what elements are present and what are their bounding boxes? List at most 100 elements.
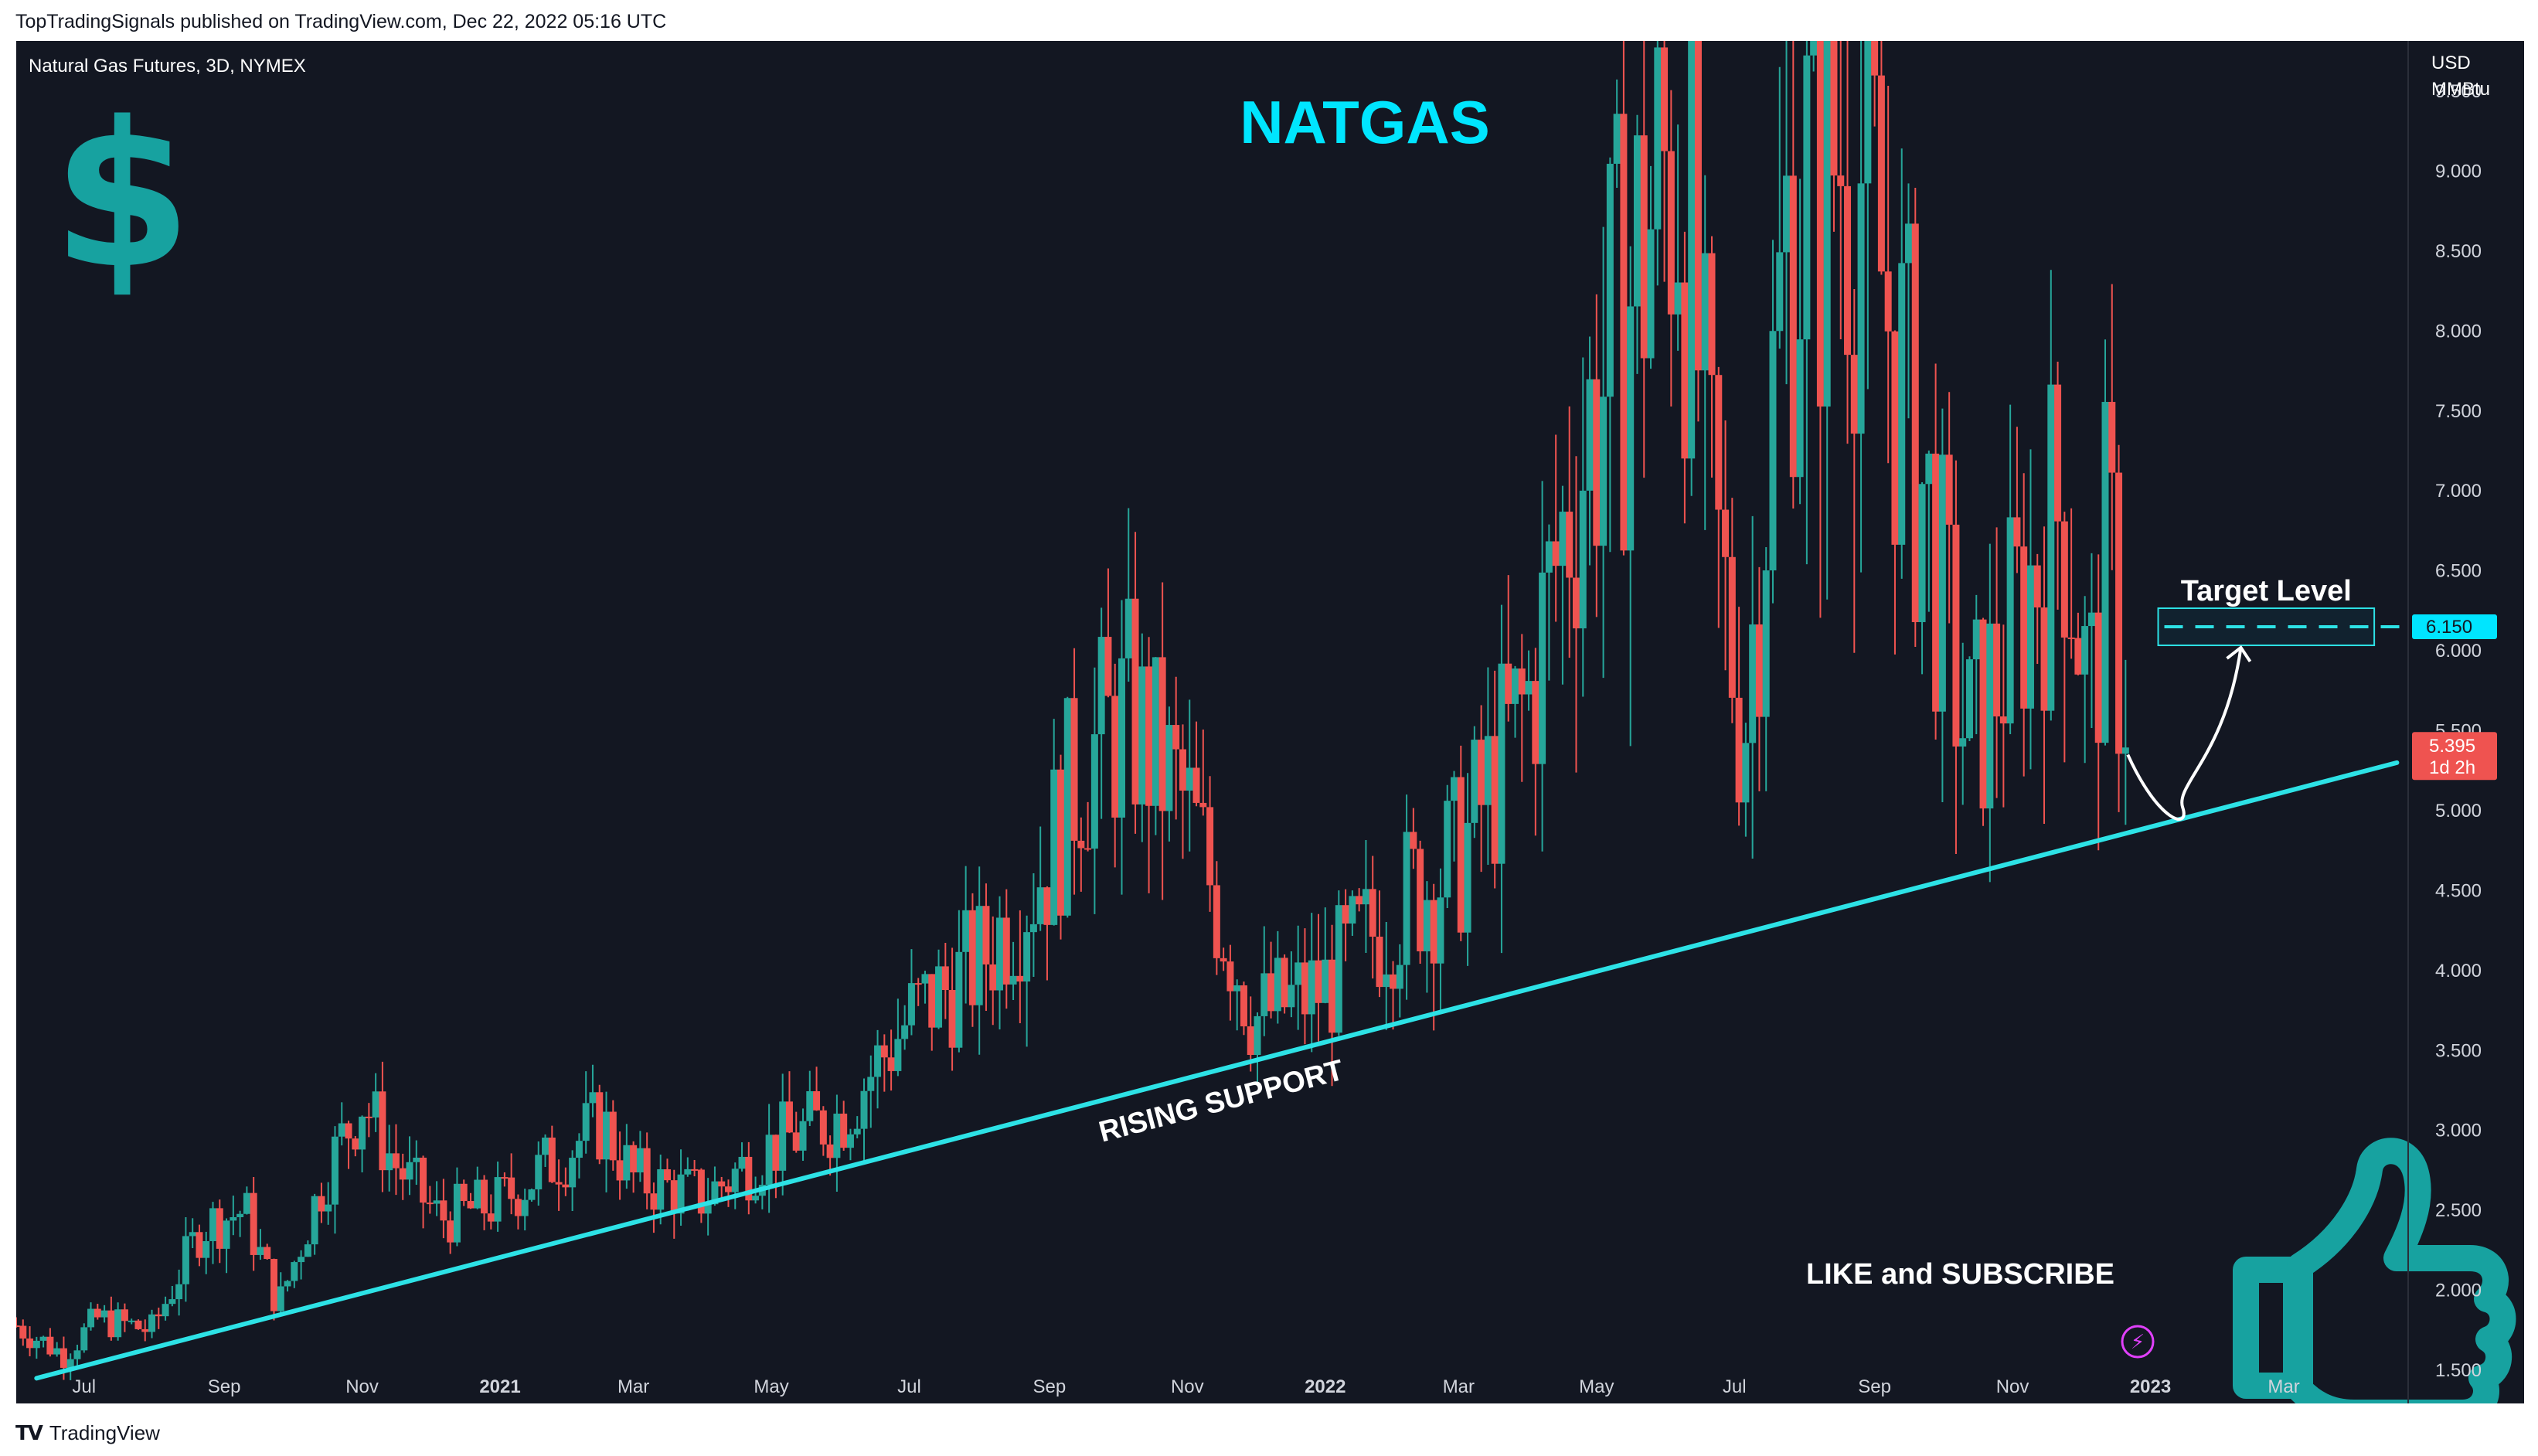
svg-text:$: $ — [53, 80, 192, 313]
candle-body — [440, 1200, 447, 1221]
target-price-value: 6.150 — [2426, 617, 2472, 638]
candle-body — [1979, 619, 1987, 809]
candle-body — [657, 1169, 665, 1210]
candle-body — [1986, 623, 1994, 809]
footer[interactable]: 𝗧𝗩 TradingView — [15, 1419, 160, 1447]
price-axis: 1.500 2.000 2.500 3.000 3.500 4.000 4.500 5.000… — [2435, 81, 2482, 1381]
candle-body — [304, 1244, 311, 1257]
candle-body — [1016, 975, 1024, 982]
candle-body — [1423, 900, 1431, 951]
candle-body — [1864, 41, 1872, 184]
candle-body — [1816, 41, 1824, 407]
candle-body — [1606, 163, 1614, 397]
candle-body — [453, 1183, 461, 1243]
thumbs-up-icon[interactable] — [2209, 1138, 2516, 1403]
candle-body — [1566, 512, 1573, 578]
candle-body — [148, 1314, 156, 1332]
candle-body — [1552, 541, 1560, 566]
price-tick-label: 7.500 — [2435, 401, 2482, 422]
axis-unit-measure: MMBtu — [2431, 79, 2490, 100]
candle-body — [1925, 453, 1933, 485]
dollar-sign-icon: $ — [53, 80, 192, 313]
candle-body — [2101, 402, 2109, 743]
candle-body — [982, 906, 990, 964]
candle-body — [1620, 114, 1628, 551]
price-tick-label: 8.000 — [2435, 321, 2482, 342]
candle-body — [1213, 885, 1220, 958]
svg-text:⚡: ⚡ — [2131, 1331, 2145, 1354]
candle-body — [826, 1144, 834, 1158]
candle-body — [1789, 175, 1797, 478]
candle-body — [928, 974, 936, 1028]
footer-brand: TradingView — [49, 1420, 160, 1444]
candle-body — [907, 983, 915, 1026]
candle-body — [1315, 960, 1322, 1003]
candle-body — [528, 1189, 536, 1200]
candle-body — [298, 1257, 305, 1263]
candle-body — [291, 1262, 298, 1281]
candle-body — [277, 1286, 284, 1311]
candle-body — [1945, 454, 1953, 525]
candle-body — [1857, 183, 1865, 434]
candle-body — [134, 1320, 142, 1329]
price-tick-label: 9.500 — [2435, 81, 2482, 102]
candle-body — [779, 1101, 787, 1171]
candle-body — [1329, 959, 1336, 1033]
candle-body — [1002, 917, 1010, 985]
candle-body — [569, 1158, 577, 1188]
candle-body — [901, 1025, 909, 1039]
candle-body — [1471, 740, 1478, 823]
candle-body — [609, 1111, 617, 1161]
candle-body — [955, 951, 963, 1048]
time-tick-label: Jul — [72, 1376, 96, 1397]
lightning-icon[interactable]: ⚡ — [2121, 1325, 2155, 1359]
candle-body — [636, 1148, 644, 1173]
candle-body — [420, 1157, 427, 1203]
price-chart[interactable]: RISING SUPPORT Target Level NATGAS Natur… — [16, 41, 2524, 1403]
candle-body — [1810, 41, 1818, 56]
candle-body — [514, 1199, 522, 1216]
candle-body — [1877, 75, 1885, 272]
price-tick-label: 4.500 — [2435, 880, 2482, 901]
candle-body — [1260, 973, 1268, 1016]
candle-body — [1783, 175, 1791, 253]
candle-body — [1186, 767, 1193, 791]
candle-body — [1952, 524, 1960, 747]
candle-body — [596, 1092, 604, 1160]
candle-body — [1165, 725, 1173, 811]
candle-body — [548, 1137, 556, 1182]
price-tick-label: 2.500 — [2435, 1200, 2482, 1221]
candle-body — [1295, 962, 1302, 985]
candle-body — [1640, 135, 1648, 359]
candle-body — [1722, 509, 1730, 557]
symbol-info[interactable]: Natural Gas Futures, 3D, NYMEX — [29, 56, 306, 77]
candle-body — [202, 1241, 210, 1258]
candle-body — [1179, 749, 1186, 791]
candle-body — [1993, 623, 2001, 717]
candle-body — [1145, 666, 1153, 806]
candle-body — [1559, 512, 1567, 566]
candle-body — [1505, 663, 1512, 704]
price-tick-label: 4.000 — [2435, 961, 2482, 981]
candle-body — [1063, 698, 1071, 916]
candle-body — [1138, 666, 1146, 805]
bar-countdown: 1d 2h — [2429, 757, 2475, 778]
candle-body — [616, 1160, 624, 1181]
candle-body — [1036, 887, 1044, 924]
candle-body — [392, 1153, 400, 1169]
candle-body — [874, 1045, 882, 1077]
chart-pane[interactable]: RISING SUPPORT Target Level NATGAS Natur… — [16, 41, 2524, 1403]
candle-body — [379, 1091, 386, 1171]
time-tick-label: Jul — [1723, 1376, 1747, 1397]
candle-body — [887, 1057, 895, 1071]
candle-body — [60, 1348, 67, 1368]
candle-body — [1124, 598, 1132, 658]
candle-body — [1884, 271, 1892, 332]
candle-body — [1850, 355, 1858, 434]
rising-support-line[interactable] — [34, 760, 2400, 1381]
candle-body — [785, 1101, 793, 1133]
candle-body — [508, 1177, 515, 1199]
target-zone[interactable]: Target Level — [2157, 575, 2408, 647]
candle-body — [1288, 985, 1295, 1008]
candle-body — [1728, 556, 1736, 698]
